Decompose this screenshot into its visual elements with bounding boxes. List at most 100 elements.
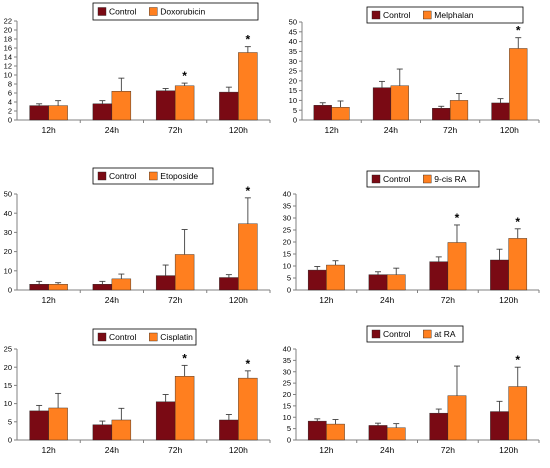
x-category-label: 24h: [105, 445, 119, 455]
treated-bar-72h: [174, 376, 195, 441]
significance-star: *: [515, 215, 520, 229]
y-tick-label: 50: [289, 18, 297, 27]
y-tick-label: 0: [293, 116, 297, 125]
chart-panel-4: 0 5 10 15 20 25 30 35 40 12h 24h 72h * 120h * Control 9-…: [283, 170, 540, 305]
control-bar-12h: [29, 284, 49, 291]
x-category-label: 72h: [168, 445, 182, 455]
y-tick-label: 4: [8, 98, 12, 107]
chart-panel-6: 0 5 10 15 20 25 30 35 40 12h 24h 72h 120h * Control at …: [283, 325, 540, 455]
control-bar-12h: [307, 420, 327, 441]
legend-swatch-treated: [149, 332, 158, 342]
treated-bar-12h: [326, 264, 345, 291]
y-tick-label: 0: [287, 286, 291, 295]
y-tick-label: 35: [289, 47, 297, 56]
legend-label: Melphalan: [434, 10, 473, 20]
legend-box: [92, 2, 259, 21]
y-tick-label: 40: [289, 37, 297, 46]
y-tick-label: 8: [8, 80, 12, 89]
y-tick-label: 40: [283, 345, 291, 354]
y-tick-label: 0: [287, 436, 291, 445]
legend-swatch-treated: [423, 329, 432, 339]
control-bar-120h: [219, 277, 239, 291]
legend-label: Etoposide: [160, 171, 198, 181]
control-bar-24h: [368, 425, 388, 441]
significance-star: *: [515, 353, 520, 367]
legend-label: Control: [383, 174, 411, 184]
y-tick-label: 18: [4, 35, 12, 44]
legend-swatch-control: [371, 174, 381, 184]
y-tick-label: 22: [4, 17, 12, 26]
control-bar-120h: [491, 102, 510, 121]
y-tick-label: 0: [8, 116, 12, 125]
chart-panel-5: 0 5 10 15 20 25 12h 24h 72h * 120h * Control Cisplati…: [4, 328, 271, 455]
significance-star: *: [246, 33, 251, 47]
y-tick-label: 20: [283, 390, 291, 399]
treated-bar-72h: [447, 395, 467, 441]
y-tick-label: 30: [4, 228, 12, 237]
y-tick-label: 50: [4, 190, 12, 199]
y-tick-label: 30: [283, 367, 291, 376]
treated-bar-120h: [509, 48, 528, 121]
control-bar-12h: [29, 105, 49, 121]
treated-bar-120h: [508, 386, 528, 441]
treated-bar-120h: [238, 223, 258, 291]
control-bar-120h: [219, 419, 239, 441]
control-bar-24h: [92, 284, 113, 291]
control-bar-72h: [155, 401, 176, 441]
x-category-label: 12h: [325, 125, 339, 135]
legend-swatch-control: [97, 171, 107, 181]
x-category-label: 120h: [499, 445, 518, 455]
y-tick-label: 35: [283, 202, 291, 211]
legend-label: 9-cis RA: [434, 174, 466, 184]
significance-star: *: [516, 24, 521, 38]
legend-label: Control: [383, 329, 411, 339]
y-tick-label: 5: [287, 274, 291, 283]
legend-box: [92, 328, 197, 346]
significance-star: *: [246, 184, 251, 198]
x-category-label: 72h: [441, 295, 455, 305]
treated-bar-12h: [48, 407, 68, 441]
legend-swatch-control: [97, 7, 107, 16]
x-category-label: 72h: [168, 295, 182, 305]
treated-bar-72h: [174, 85, 195, 121]
legend-label: at RA: [434, 329, 456, 339]
treated-bar-24h: [386, 274, 406, 291]
legend-swatch-control: [371, 329, 381, 339]
x-category-label: 120h: [499, 295, 518, 305]
treated-bar-12h: [48, 105, 68, 121]
x-category-label: 12h: [319, 295, 333, 305]
treated-bar-12h: [331, 107, 350, 121]
y-tick-label: 30: [283, 214, 291, 223]
legend-swatch-treated: [149, 171, 158, 181]
treated-bar-24h: [111, 90, 132, 121]
y-tick-label: 25: [4, 345, 12, 354]
y-tick-label: 30: [289, 57, 297, 66]
treated-bar-72h: [174, 254, 195, 291]
control-bar-12h: [29, 410, 49, 441]
legend-label: Control: [109, 332, 137, 342]
y-tick-label: 20: [4, 363, 12, 372]
x-category-label: 12h: [42, 125, 56, 135]
x-category-label: 12h: [42, 445, 56, 455]
legend-swatch-treated: [423, 10, 432, 20]
legend-swatch-treated: [423, 174, 432, 184]
treated-bar-12h: [48, 284, 68, 291]
y-tick-label: 10: [4, 399, 12, 408]
control-bar-24h: [372, 87, 392, 121]
y-tick-label: 15: [283, 401, 291, 410]
x-category-label: 120h: [229, 295, 248, 305]
x-category-label: 120h: [229, 445, 248, 455]
y-tick-label: 20: [283, 238, 291, 247]
control-bar-120h: [490, 259, 509, 291]
y-tick-label: 5: [293, 106, 297, 115]
control-bar-12h: [307, 269, 327, 291]
y-tick-label: 40: [4, 209, 12, 218]
treated-bar-120h: [238, 52, 258, 121]
legend-swatch-treated: [149, 7, 158, 16]
legend-box: [366, 325, 464, 343]
y-tick-label: 12: [4, 62, 12, 71]
control-bar-72h: [155, 90, 176, 121]
x-category-label: 24h: [380, 295, 394, 305]
